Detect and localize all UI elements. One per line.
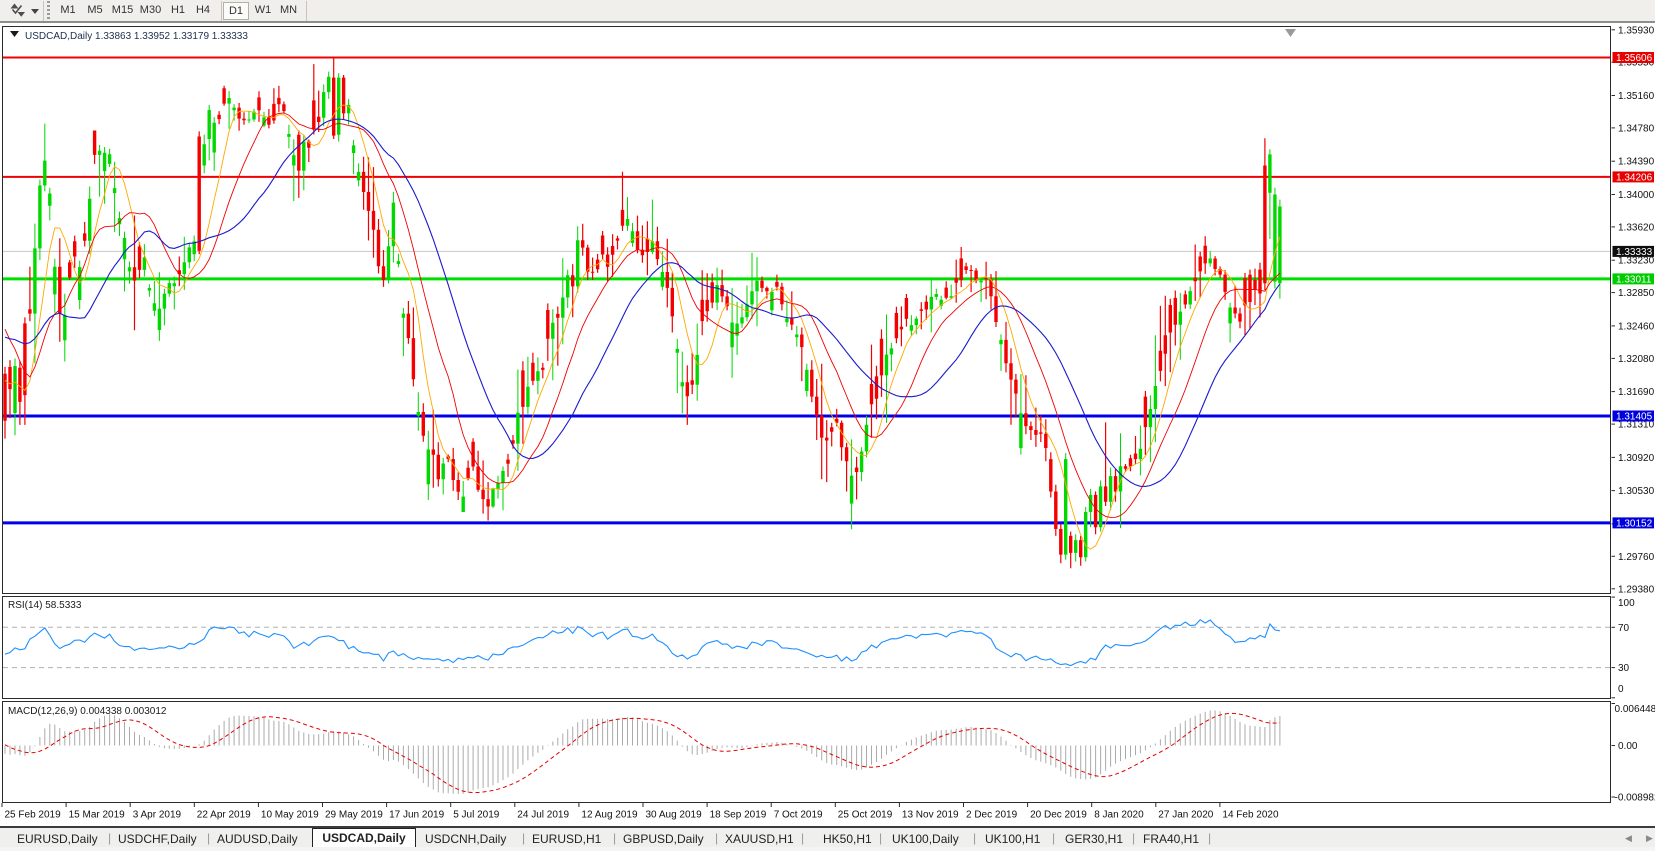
svg-text:22 Apr 2019: 22 Apr 2019 — [197, 810, 251, 821]
svg-text:2 Dec 2019: 2 Dec 2019 — [966, 810, 1018, 821]
svg-text:1.29760: 1.29760 — [1618, 552, 1655, 563]
svg-text:100: 100 — [1618, 598, 1635, 609]
svg-text:1.31690: 1.31690 — [1618, 387, 1655, 398]
svg-text:1.35160: 1.35160 — [1618, 91, 1655, 102]
svg-text:1.33620: 1.33620 — [1618, 222, 1655, 233]
svg-text:1.33230: 1.33230 — [1618, 256, 1655, 267]
svg-text:1.35930: 1.35930 — [1618, 25, 1655, 36]
svg-text:13 Nov 2019: 13 Nov 2019 — [902, 810, 959, 821]
svg-text:0: 0 — [1618, 684, 1624, 695]
svg-text:1.30920: 1.30920 — [1618, 453, 1655, 464]
svg-text:70: 70 — [1618, 623, 1630, 634]
svg-text:10 May 2019: 10 May 2019 — [261, 810, 319, 821]
svg-text:1.32850: 1.32850 — [1618, 288, 1655, 299]
svg-text:29 May 2019: 29 May 2019 — [325, 810, 383, 821]
svg-text:1.29380: 1.29380 — [1618, 584, 1655, 595]
svg-text:5 Jul 2019: 5 Jul 2019 — [453, 810, 500, 821]
svg-text:1.34390: 1.34390 — [1618, 157, 1655, 168]
svg-text:14 Feb 2020: 14 Feb 2020 — [1222, 810, 1279, 821]
svg-text:RSI(14) 58.5333: RSI(14) 58.5333 — [8, 600, 82, 611]
svg-text:27 Jan 2020: 27 Jan 2020 — [1158, 810, 1213, 821]
svg-text:24 Jul 2019: 24 Jul 2019 — [517, 810, 569, 821]
svg-text:3 Apr 2019: 3 Apr 2019 — [133, 810, 182, 821]
svg-text:MACD(12,26,9) 0.004338 0.00301: MACD(12,26,9) 0.004338 0.003012 — [8, 706, 167, 717]
svg-text:30 Aug 2019: 30 Aug 2019 — [646, 810, 703, 821]
svg-text:1.31310: 1.31310 — [1618, 420, 1655, 431]
svg-text:0.00: 0.00 — [1618, 741, 1638, 752]
svg-text:20 Dec 2019: 20 Dec 2019 — [1030, 810, 1087, 821]
svg-text:1.32080: 1.32080 — [1618, 354, 1655, 365]
svg-text:1.34780: 1.34780 — [1618, 123, 1655, 134]
svg-text:25 Oct 2019: 25 Oct 2019 — [838, 810, 893, 821]
svg-text:25 Feb 2019: 25 Feb 2019 — [5, 810, 62, 821]
svg-text:USDCAD,Daily 1.33863 1.33952: USDCAD,Daily 1.33863 1.33952 1.33179 1.3… — [25, 31, 248, 42]
svg-text:1.33333: 1.33333 — [1616, 247, 1653, 258]
svg-text:12 Aug 2019: 12 Aug 2019 — [581, 810, 638, 821]
svg-text:1.34000: 1.34000 — [1618, 190, 1655, 201]
svg-text:7 Oct 2019: 7 Oct 2019 — [774, 810, 823, 821]
svg-text:1.32460: 1.32460 — [1618, 321, 1655, 332]
svg-text:30: 30 — [1618, 663, 1630, 674]
svg-text:1.35550: 1.35550 — [1618, 58, 1655, 69]
svg-text:1.31405: 1.31405 — [1616, 412, 1653, 423]
svg-text:18 Sep 2019: 18 Sep 2019 — [710, 810, 767, 821]
svg-text:1.30152: 1.30152 — [1616, 518, 1653, 529]
svg-text:1.33011: 1.33011 — [1616, 274, 1652, 285]
svg-text:1.35606: 1.35606 — [1616, 53, 1653, 64]
svg-text:8 Jan 2020: 8 Jan 2020 — [1094, 810, 1144, 821]
svg-text:1.30530: 1.30530 — [1618, 486, 1655, 497]
svg-text:0.006448: 0.006448 — [1615, 704, 1655, 715]
svg-text:15 Mar 2019: 15 Mar 2019 — [69, 810, 126, 821]
svg-text:17 Jun 2019: 17 Jun 2019 — [389, 810, 444, 821]
svg-text:1.34206: 1.34206 — [1616, 172, 1653, 183]
